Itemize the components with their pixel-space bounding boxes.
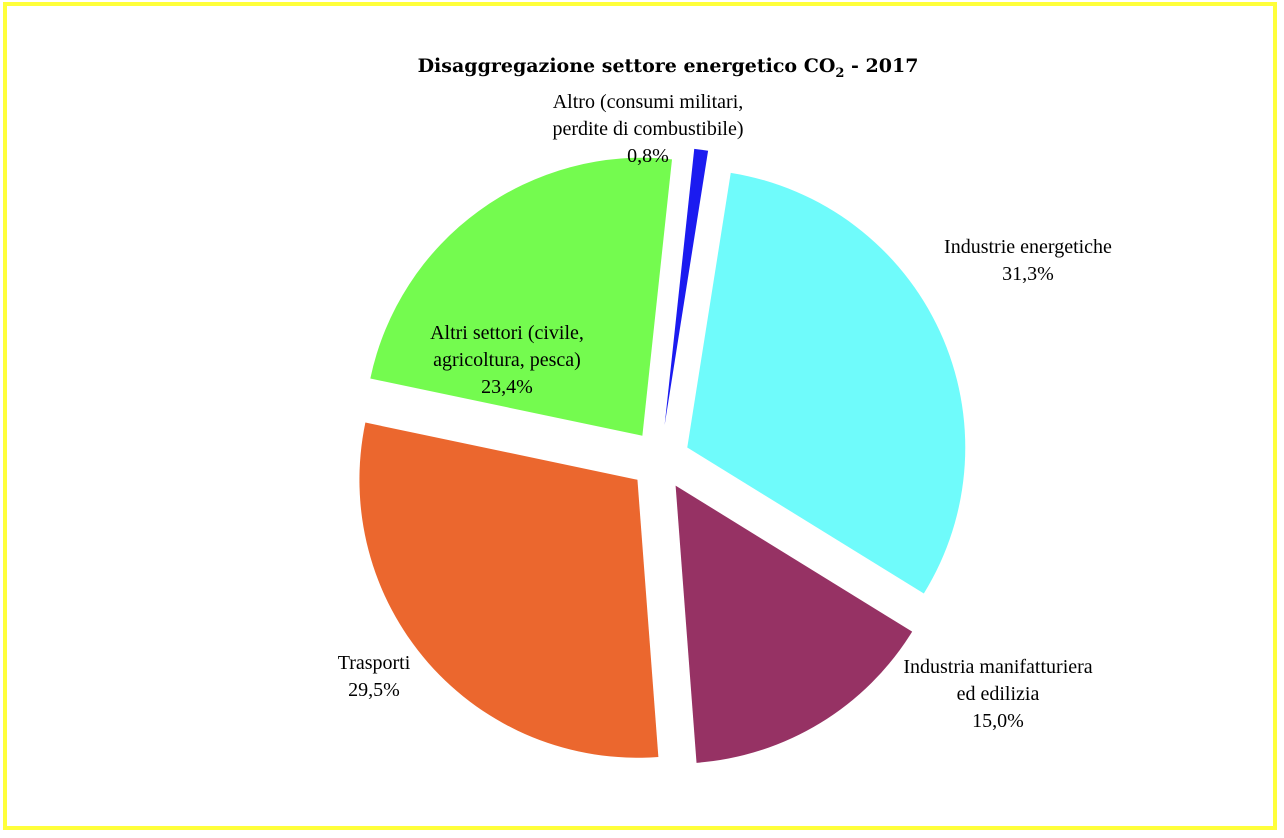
slice-percent-industria-manifatturiera: 15,0%: [972, 710, 1024, 732]
pie-slice-industrie-energetiche: [687, 172, 966, 594]
slice-percent-altro: 0,8%: [627, 145, 669, 167]
chart-title-main: Disaggregazione settore energetico CO: [418, 55, 836, 77]
slice-label-altri-settori: Altri settori (civile, agricoltura, pesca…: [430, 322, 584, 398]
slice-name-industrie-energetiche: Industrie energetiche: [944, 236, 1112, 258]
pie-slice-altro: [664, 148, 709, 426]
slice-name-trasporti: Trasporti: [338, 652, 411, 674]
slice-label-trasporti: Trasporti 29,5%: [338, 652, 411, 701]
slice-name-altro: Altro (consumi militari,: [553, 91, 744, 113]
pie-labels: Industrie energetiche 31,3% Industria mani…: [338, 91, 1112, 732]
slice-label-altro: Altro (consumi militari, perdite di combu…: [552, 91, 743, 167]
chart-title: Disaggregazione settore energetico CO2 -…: [418, 55, 919, 81]
pie-slices: [359, 148, 966, 763]
slice-percent-altri-settori: 23,4%: [481, 376, 533, 398]
slice-name-altri-settori: agricoltura, pesca): [433, 349, 581, 371]
pie-slice-industria-manifatturiera: [675, 485, 913, 763]
slice-percent-industrie-energetiche: 31,3%: [1002, 263, 1054, 285]
pie-slice-trasporti: [359, 422, 659, 758]
slice-percent-trasporti: 29,5%: [348, 679, 400, 701]
slice-name-industria-manifatturiera: ed edilizia: [957, 683, 1040, 705]
pie-slice-altri-settori: [370, 157, 673, 436]
slice-label-industrie-energetiche: Industrie energetiche 31,3%: [944, 236, 1112, 285]
chart-title-tail: - 2017: [844, 55, 918, 77]
slice-name-altro: perdite di combustibile): [552, 118, 743, 140]
chart-title-subscript: 2: [835, 66, 844, 81]
slice-label-industria-manifatturiera: Industria manifatturiera ed edilizia 15,0%: [903, 656, 1092, 732]
slice-name-industria-manifatturiera: Industria manifatturiera: [903, 656, 1092, 678]
slice-name-altri-settori: Altri settori (civile,: [430, 322, 584, 344]
